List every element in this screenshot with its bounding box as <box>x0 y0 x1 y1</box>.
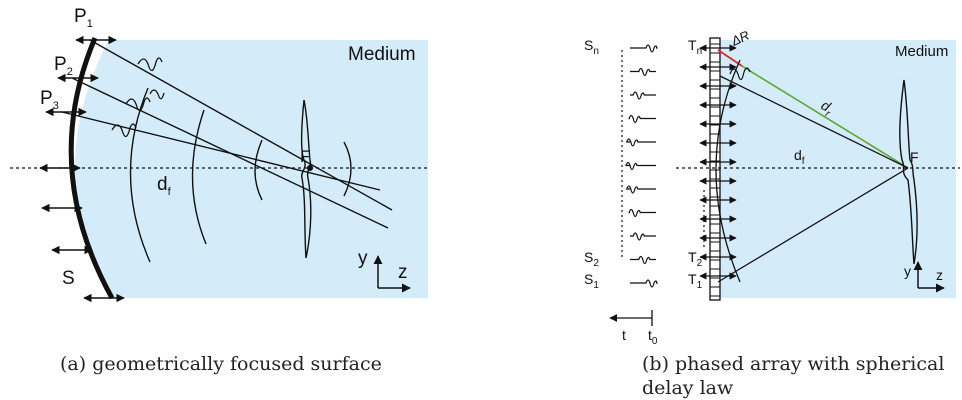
pulses-a <box>111 57 165 138</box>
ray-bottom-b <box>717 167 909 283</box>
figure-canvas: Medium P1 P2 P3 df F S y z <box>10 6 960 347</box>
wavefront-3 <box>254 139 263 201</box>
ray-p1 <box>89 39 393 211</box>
pulse-p1 <box>137 57 163 72</box>
delay-signals <box>625 44 658 288</box>
medium-curve-mask-a <box>60 38 110 300</box>
medium-region-a <box>62 40 428 298</box>
axis-z-label-a: z <box>398 262 408 283</box>
focus-label-a: F <box>300 147 310 166</box>
signal-label-sn: Sn <box>584 37 599 57</box>
wavefront-4 <box>343 141 352 197</box>
ray-p3 <box>61 111 381 191</box>
delay-signal-trace <box>625 138 656 147</box>
axes-a <box>373 255 411 293</box>
delay-signal-trace <box>630 67 656 77</box>
focus-point-a <box>307 165 313 171</box>
distance-label-df-a: df <box>157 174 172 198</box>
pulse-p1b <box>149 89 165 100</box>
delay-signal-trace <box>630 255 656 265</box>
distance-label-df-b: df <box>794 147 805 167</box>
wavefront-2 <box>191 109 207 245</box>
point-label-p1: P1 <box>74 6 93 30</box>
delay-signal-trace <box>630 91 656 100</box>
transducer-label-t2: T2 <box>688 249 703 269</box>
axes-b <box>913 261 945 293</box>
axis-y-label-a: y <box>358 248 368 269</box>
transducer-label-tn: Tn <box>688 37 702 57</box>
axis-y-label-b: y <box>904 263 911 279</box>
wavefront-1 <box>129 87 151 263</box>
panel-b: Medium Sn S2 S1 Tn T2 T1 ΔR dr df F t t0… <box>584 27 960 347</box>
surface-arrows <box>39 35 125 303</box>
point-label-p2: P2 <box>54 54 73 78</box>
wavefronts-a <box>129 87 352 263</box>
point-label-p3: P3 <box>40 88 59 112</box>
delay-signal-trace <box>625 161 656 171</box>
delay-signal-trace <box>630 232 656 241</box>
transducer-label-t1: T1 <box>688 271 703 291</box>
delta-r-label: ΔR <box>728 27 752 49</box>
pulse-p2 <box>125 97 151 112</box>
transducer-array-bar <box>709 37 721 301</box>
ray-top-b <box>719 75 909 169</box>
time-zero-label: t0 <box>648 327 658 347</box>
signal-label-s2: S2 <box>584 249 599 269</box>
d-r-segment <box>741 65 909 169</box>
caption-a: (a) geometrically focused surface <box>60 353 382 375</box>
surface-label-s: S <box>62 268 75 289</box>
medium-label-a: Medium <box>348 44 416 65</box>
panel-a: Medium P1 P2 P3 df F S y z <box>10 6 430 303</box>
delay-signal-trace <box>628 208 656 218</box>
delay-signal-trace <box>630 279 658 288</box>
signal-label-s1: S1 <box>584 271 599 291</box>
focus-label-b: F <box>910 149 919 165</box>
delay-signal-trace <box>628 114 656 124</box>
delay-signal-trace <box>630 44 658 53</box>
pulse-p3 <box>111 123 137 138</box>
caption-b: (b) phased array with spherical delay la… <box>642 353 945 399</box>
focal-pulse-a <box>300 99 312 259</box>
medium-region-b <box>716 40 956 298</box>
medium-label-b: Medium <box>895 43 948 60</box>
rays-a <box>61 39 393 229</box>
time-label: t <box>622 327 626 343</box>
array-arrows <box>699 44 737 280</box>
axis-z-label-b: z <box>936 267 943 283</box>
delay-signal-trace <box>625 185 656 194</box>
